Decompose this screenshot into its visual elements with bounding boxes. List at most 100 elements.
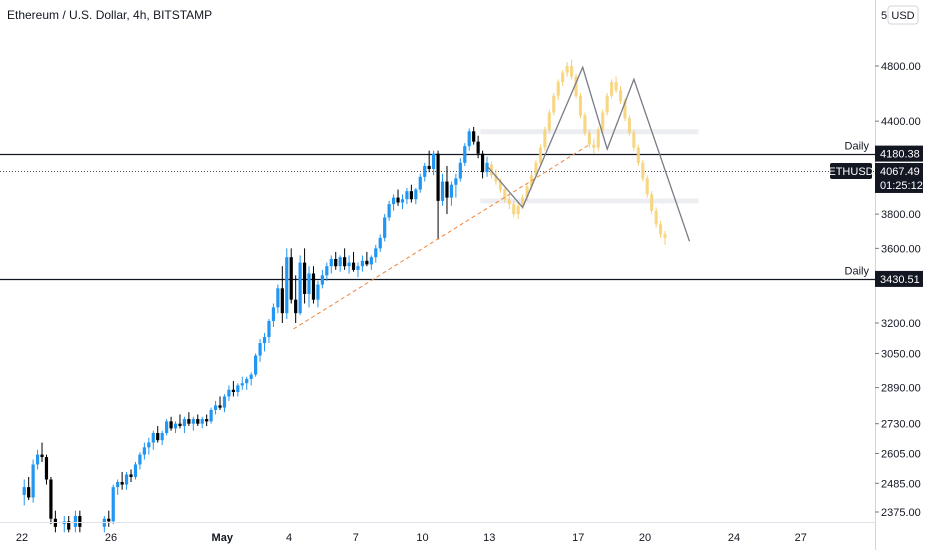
- candle-body: [187, 419, 191, 424]
- time-tick-label: 27: [795, 532, 807, 544]
- bar-countdown: 01:25:12: [880, 180, 923, 192]
- projected-candle-body: [636, 147, 640, 163]
- symbol-tag-box[interactable]: [830, 162, 872, 179]
- candle-body: [449, 184, 454, 198]
- candle-body: [40, 454, 44, 458]
- level-price-label: 4180.38: [880, 149, 920, 161]
- candle-body: [356, 266, 360, 270]
- projected-candle-body: [547, 112, 551, 130]
- price-tick-label: 2890.00: [881, 383, 921, 395]
- currency-button[interactable]: [887, 5, 919, 25]
- time-tick-label: 13: [483, 532, 495, 544]
- projected-candle-body: [601, 112, 605, 130]
- symbol-tag[interactable]: ETHUSD: [828, 166, 873, 178]
- candle-body: [111, 487, 115, 522]
- candle-body: [240, 383, 244, 386]
- candle-body: [396, 197, 400, 203]
- projected-candle-body: [596, 129, 600, 148]
- candle-body: [334, 259, 338, 267]
- projected-candle-body: [521, 197, 525, 206]
- candle-body: [329, 259, 333, 267]
- projected-candle-layer: [489, 59, 667, 245]
- candle-body: [156, 433, 160, 441]
- projected-candle-body: [610, 82, 614, 96]
- projected-candle-body: [614, 82, 618, 91]
- candle-body: [147, 442, 151, 448]
- price-tick-label: 2605.00: [881, 448, 921, 460]
- time-axis[interactable]: 22 26 May 4 7 10 13 17 20 24 27: [0, 522, 875, 545]
- candle-body: [178, 423, 182, 427]
- candle-body: [351, 262, 356, 270]
- candle-body: [400, 199, 405, 203]
- projected-candle-body: [641, 162, 645, 179]
- price-axis[interactable]: 4800.00 4400.00 3800.00 3600.00 3200.00 3050.…: [875, 5, 921, 519]
- candle-body: [245, 378, 249, 384]
- candle-body: [262, 337, 267, 344]
- projected-candle-body: [561, 72, 565, 83]
- candle-body: [182, 419, 187, 427]
- candle-body: [120, 482, 124, 485]
- candle-body: [414, 189, 418, 200]
- candle-body: [78, 516, 82, 527]
- level-price-label: 3430.51: [880, 274, 920, 286]
- projected-candle-body: [503, 189, 507, 200]
- time-tick-label: 22: [16, 532, 28, 544]
- price-tick-label: 3800.00: [881, 209, 921, 221]
- candle-body: [432, 153, 436, 170]
- projected-candle-body: [489, 164, 494, 176]
- projected-candle-body: [618, 90, 623, 102]
- candle-body: [316, 284, 320, 300]
- candle-body: [302, 262, 307, 294]
- candle-body: [67, 521, 71, 530]
- projected-candle-body: [534, 162, 538, 176]
- candle-body: [236, 385, 240, 392]
- price-tick-label: 2730.00: [881, 419, 921, 431]
- candle-body: [307, 273, 311, 294]
- time-tick-label: 20: [639, 532, 651, 544]
- current-price-label-box: [875, 162, 923, 193]
- candle-body: [73, 516, 77, 527]
- price-tick-label: 3600.00: [881, 243, 921, 255]
- projected-candle-body: [552, 95, 556, 113]
- projected-candle-body: [494, 175, 498, 182]
- candle-body: [347, 262, 351, 267]
- projected-candle-body: [574, 76, 578, 96]
- candle-body: [480, 153, 485, 173]
- time-tick-label: 7: [353, 532, 359, 544]
- price-label-layer: 4180.38 3430.51 ETHUSD 4067.49 01:25:12: [828, 145, 923, 287]
- candle-body: [467, 131, 471, 147]
- candle-body: [107, 518, 111, 522]
- projected-candle-body: [632, 132, 636, 148]
- candle-body: [222, 396, 227, 408]
- time-tick-label: 10: [416, 532, 428, 544]
- candle-body: [258, 343, 262, 356]
- price-tick-label: 4800.00: [881, 61, 921, 73]
- candle-body: [298, 262, 302, 314]
- projected-candle-body: [592, 144, 596, 148]
- candle-body: [454, 178, 458, 185]
- currency-label[interactable]: USD: [891, 10, 914, 22]
- dashed-trendline: [293, 144, 590, 330]
- candle-body: [209, 409, 213, 422]
- time-tick-label: 4: [286, 532, 292, 544]
- candle-body: [423, 165, 427, 177]
- candle-body: [116, 482, 120, 488]
- candle-body: [463, 146, 467, 163]
- candle-body: [231, 389, 235, 392]
- candle-body: [320, 275, 324, 285]
- candle-body: [169, 421, 173, 429]
- candle-body: [476, 141, 480, 154]
- candle-body: [191, 419, 195, 424]
- candle-body: [458, 162, 462, 179]
- candle-body: [427, 165, 431, 170]
- projected-candle-body: [658, 224, 663, 235]
- candle-body: [436, 153, 440, 201]
- projected-candle-body: [525, 186, 529, 198]
- projected-candle-body: [623, 101, 627, 119]
- candle-body: [374, 248, 378, 258]
- drawing-layer: [293, 65, 691, 330]
- candle-body: [369, 257, 373, 265]
- projected-candle-body: [543, 129, 547, 148]
- candle-body: [338, 257, 342, 267]
